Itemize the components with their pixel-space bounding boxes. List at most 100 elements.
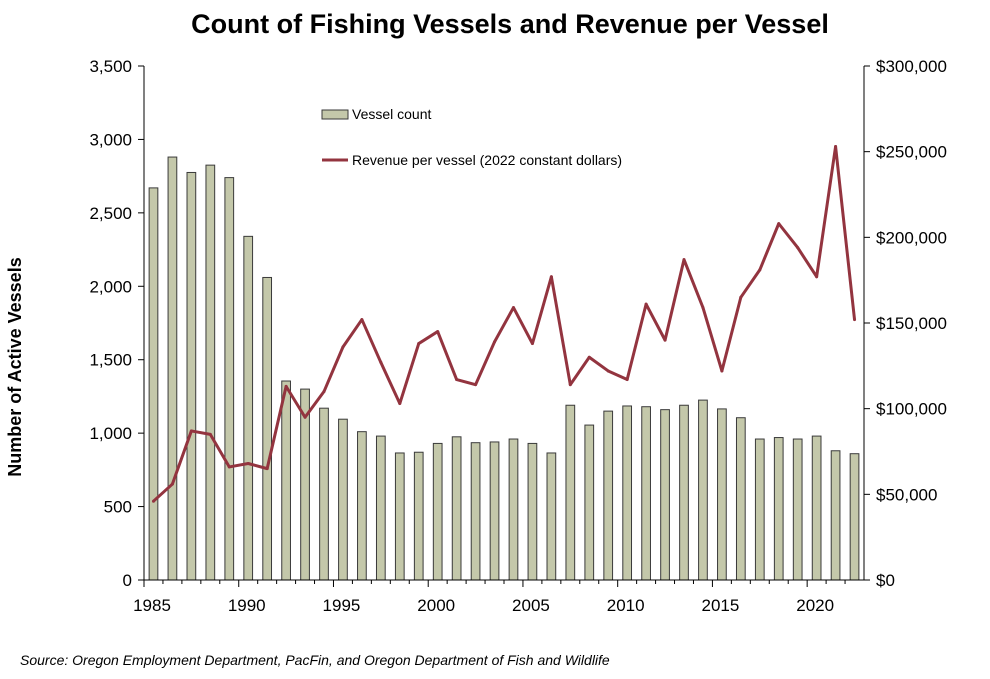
- bar-1996: [357, 431, 367, 581]
- revenue-point-2002: [474, 383, 478, 387]
- bar-2020: [811, 435, 822, 581]
- bar-1990: [243, 235, 254, 581]
- bar-2018: [773, 437, 784, 581]
- tick-labels: 0 500 1,000 1,500 2,000 2,500 3,000 3,500 $0 $50,…: [89, 57, 946, 615]
- revenue-point-1989: [227, 465, 231, 469]
- bar-2004: [508, 438, 519, 581]
- legend-swatch-vessel-count: [321, 109, 349, 120]
- bar-2001: [451, 436, 462, 581]
- revenue-point-2018: [777, 222, 781, 226]
- revenue-point-2003: [493, 340, 497, 344]
- legend: Vessel count Revenue per vessel (2022 co…: [321, 106, 622, 168]
- legend-label-vessel-count: Vessel count: [352, 106, 431, 122]
- revenue-point-1999: [417, 342, 421, 346]
- bar-1995: [338, 418, 348, 581]
- revenue-point-1990: [246, 461, 250, 465]
- y-tick-label-500: 500: [104, 498, 132, 517]
- revenue-point-2013: [682, 258, 686, 262]
- bar-2012: [660, 409, 670, 581]
- revenue-point-2004: [511, 306, 515, 310]
- y-tick-label-3000: 3,000: [89, 130, 132, 149]
- revenue-point-1995: [341, 345, 345, 349]
- revenue-point-2005: [530, 342, 534, 346]
- bar-1994: [319, 407, 329, 581]
- axes: [138, 65, 870, 587]
- revenue-point-2022: [853, 318, 857, 322]
- bar-series: [148, 156, 860, 581]
- bar-1997: [375, 435, 386, 581]
- chart-title: Count of Fishing Vessels and Revenue per…: [191, 9, 829, 39]
- y-axis-label: Number of Active Vessels: [5, 257, 25, 476]
- x-tick-label-1985: 1985: [133, 596, 171, 615]
- bar-2014: [698, 399, 708, 581]
- x-tick-label-1995: 1995: [323, 596, 361, 615]
- bar-1991: [262, 276, 273, 581]
- y-tick-label-3500: 3,500: [89, 57, 132, 76]
- revenue-point-2009: [606, 369, 610, 373]
- revenue-point-2011: [644, 302, 648, 306]
- source-note: Source: Oregon Employment Department, Pa…: [20, 652, 610, 668]
- revenue-point-2015: [720, 369, 724, 373]
- revenue-point-2019: [796, 246, 800, 250]
- y2-tick-label-150000: $150,000: [876, 314, 947, 333]
- bar-2007: [565, 404, 576, 581]
- revenue-point-2014: [701, 306, 705, 310]
- revenue-point-1996: [360, 318, 364, 322]
- bar-2009: [603, 410, 614, 581]
- bar-2008: [584, 424, 595, 581]
- x-tick-label-2020: 2020: [796, 596, 834, 615]
- y-tick-label-2000: 2,000: [89, 277, 132, 296]
- x-tick-label-1990: 1990: [228, 596, 266, 615]
- bar-1989: [224, 177, 235, 581]
- line-series: [151, 145, 857, 503]
- revenue-line: [152, 145, 857, 503]
- revenue-point-1997: [379, 360, 383, 364]
- bar-1999: [413, 451, 424, 581]
- y2-tick-label-50000: $50,000: [876, 485, 937, 504]
- revenue-point-2021: [834, 145, 838, 149]
- revenue-point-1991: [265, 467, 269, 471]
- revenue-point-1988: [208, 432, 212, 436]
- bar-1988: [205, 164, 216, 581]
- revenue-point-2020: [815, 275, 819, 279]
- bar-2002: [470, 442, 481, 581]
- y2-tick-label-100000: $100,000: [876, 400, 947, 419]
- bar-2019: [792, 438, 803, 581]
- bar-2017: [754, 438, 765, 581]
- legend-label-revenue: Revenue per vessel (2022 constant dollar…: [352, 152, 622, 168]
- revenue-point-2000: [436, 330, 440, 334]
- revenue-point-1993: [303, 415, 307, 419]
- revenue-point-1987: [189, 429, 193, 433]
- x-tick-label-2010: 2010: [607, 596, 645, 615]
- bar-2021: [830, 450, 841, 581]
- revenue-point-2001: [455, 378, 459, 382]
- x-tick-label-2005: 2005: [512, 596, 550, 615]
- bar-2003: [489, 441, 500, 581]
- bar-2015: [717, 408, 727, 581]
- bar-2000: [432, 442, 443, 581]
- revenue-point-2007: [568, 383, 572, 387]
- revenue-point-2008: [587, 355, 591, 359]
- y2-tick-label-0: $0: [876, 571, 895, 590]
- revenue-point-2006: [549, 275, 553, 279]
- revenue-point-1998: [398, 402, 402, 406]
- x-tick-label-2015: 2015: [702, 596, 740, 615]
- y2-tick-label-250000: $250,000: [876, 143, 947, 162]
- bar-2016: [735, 417, 746, 581]
- bar-1992: [281, 380, 291, 581]
- y-tick-label-1500: 1,500: [89, 351, 132, 370]
- bar-2006: [546, 452, 557, 581]
- revenue-point-1994: [322, 390, 326, 394]
- y-tick-label-1000: 1,000: [89, 424, 132, 443]
- bar-1985: [148, 187, 159, 581]
- revenue-point-2010: [625, 378, 629, 382]
- bar-2005: [527, 442, 538, 581]
- revenue-point-1986: [170, 482, 174, 486]
- revenue-point-1985: [151, 499, 155, 503]
- bar-2010: [622, 405, 633, 581]
- bar-1987: [186, 171, 197, 581]
- revenue-point-2012: [663, 338, 667, 342]
- y-tick-label-2500: 2,500: [89, 204, 132, 223]
- bar-2013: [679, 404, 689, 581]
